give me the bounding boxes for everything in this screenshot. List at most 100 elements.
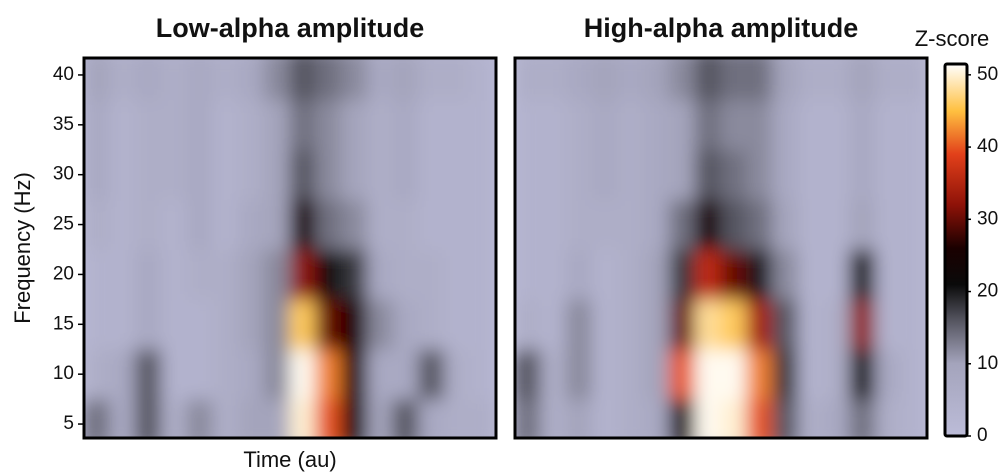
y-tick-label: 5: [63, 413, 74, 434]
heatmap-cell: [566, 248, 593, 300]
heatmap-cell: [669, 99, 696, 151]
heatmap-cell: [515, 248, 542, 300]
heatmap-cell: [238, 58, 265, 101]
colorbar-tick-label: 50: [977, 64, 998, 85]
heatmap-cell: [109, 58, 136, 101]
heatmap-cell: [900, 99, 927, 151]
heatmap-cell: [186, 248, 214, 300]
heatmap-cell: [392, 348, 420, 400]
heatmap-cell: [694, 99, 722, 151]
heatmap-cell: [669, 398, 696, 438]
heatmap-cell: [900, 149, 927, 201]
colorbar-tick-label: 40: [977, 136, 998, 157]
heatmap-cell: [540, 348, 567, 400]
heatmap-cell: [643, 248, 670, 300]
heatmap: [515, 58, 927, 438]
heatmap-cell: [617, 99, 645, 151]
heatmap-cell: [849, 99, 876, 151]
heatmap-cell: [418, 248, 445, 300]
heatmap-cell: [566, 348, 593, 400]
heatmap-cell: [418, 398, 445, 438]
heatmap-cell: [238, 149, 265, 201]
x-axis-label: Time (au): [243, 447, 336, 472]
heatmap-cell: [238, 398, 265, 438]
heatmap-cell: [669, 298, 696, 350]
heatmap-cell: [591, 199, 619, 250]
heatmap-cell: [289, 398, 317, 438]
heatmap-cell: [186, 348, 214, 400]
heatmap-cell: [694, 149, 722, 201]
heatmap-cell: [289, 348, 317, 400]
heatmap-cell: [669, 149, 696, 201]
heatmap-cell: [875, 199, 902, 250]
y-tick-label: 35: [53, 114, 74, 135]
heatmap-cell: [540, 298, 567, 350]
heatmap-cell: [135, 398, 162, 438]
heatmap-cell: [823, 149, 851, 201]
heatmap-cell: [263, 149, 291, 201]
y-tick-label: 10: [53, 363, 74, 384]
heatmap-cell: [263, 58, 291, 101]
heatmap-cell: [289, 298, 317, 350]
y-tick-label: 15: [53, 313, 74, 334]
heatmap-cell: [617, 248, 645, 300]
heatmap-cell: [746, 348, 773, 400]
heatmap-cell: [823, 248, 851, 300]
heatmap-cell: [109, 348, 136, 400]
heatmap-cell: [212, 348, 239, 400]
heatmap-cell: [694, 58, 722, 101]
heatmap-cell: [566, 398, 593, 438]
heatmap-cell: [469, 99, 496, 151]
heatmap-cell: [669, 58, 696, 101]
heatmap-cell: [418, 298, 445, 350]
heatmap-cell: [469, 149, 496, 201]
heatmap-cell: [289, 248, 317, 300]
heatmap-cell: [746, 58, 773, 101]
heatmap-cell: [746, 99, 773, 151]
heatmap-cell: [289, 199, 317, 250]
heatmap-cell: [84, 149, 111, 201]
heatmap-cell: [160, 298, 188, 350]
heatmap-cell: [238, 99, 265, 151]
heatmap-cell: [392, 248, 420, 300]
heatmap-cell: [591, 149, 619, 201]
heatmap-cell: [84, 99, 111, 151]
heatmap-cell: [746, 248, 773, 300]
heatmap-cell: [823, 199, 851, 250]
heatmap-cell: [84, 248, 111, 300]
heatmap-cell: [875, 398, 902, 438]
heatmap-cell: [694, 398, 722, 438]
heatmap-cell: [469, 398, 496, 438]
heatmap-cell: [720, 149, 748, 201]
heatmap-cell: [720, 248, 748, 300]
heatmap-cell: [315, 398, 342, 438]
heatmap-cell: [643, 199, 670, 250]
heatmap: [84, 58, 496, 438]
heatmap-cell: [366, 199, 394, 250]
heatmap-cell: [238, 298, 265, 350]
heatmap-cell: [720, 58, 748, 101]
heatmap-cell: [515, 58, 542, 101]
heatmap-cell: [469, 298, 496, 350]
y-tick-label: 30: [53, 164, 74, 185]
heatmap-cell: [315, 248, 342, 300]
heatmap-cell: [366, 248, 394, 300]
colorbar-tick-label: 0: [977, 425, 988, 446]
heatmap-cell: [315, 348, 342, 400]
heatmap-cell: [263, 398, 291, 438]
heatmap-cell: [212, 248, 239, 300]
heatmap-cell: [515, 348, 542, 400]
colorbar-tick-label: 30: [977, 208, 998, 229]
heatmap-cell: [694, 248, 722, 300]
heatmap-cell: [540, 248, 567, 300]
heatmap-cell: [109, 99, 136, 151]
heatmap-cell: [720, 99, 748, 151]
heatmap-cell: [109, 398, 136, 438]
heatmap-cell: [160, 99, 188, 151]
heatmap-cell: [444, 99, 471, 151]
heatmap-cell: [540, 58, 567, 101]
y-tick-label: 20: [53, 263, 74, 284]
heatmap-cell: [84, 398, 111, 438]
heatmap-cell: [84, 58, 111, 101]
heatmap-cell: [643, 348, 670, 400]
